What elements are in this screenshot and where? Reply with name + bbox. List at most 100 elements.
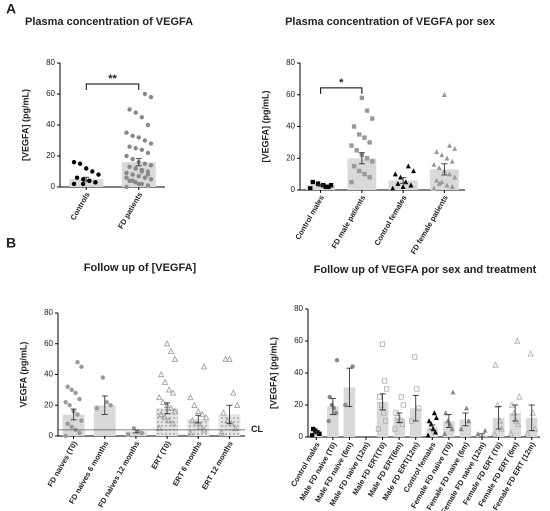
point xyxy=(362,135,367,140)
point xyxy=(321,183,326,188)
point xyxy=(408,182,414,188)
point xyxy=(445,418,451,424)
point xyxy=(156,393,163,401)
point xyxy=(434,149,440,155)
point xyxy=(449,426,455,432)
x-tick-label: FD male patients xyxy=(330,193,368,249)
point xyxy=(127,107,132,112)
point xyxy=(63,433,68,439)
point xyxy=(65,421,70,426)
point xyxy=(515,420,522,427)
point xyxy=(71,181,77,187)
point xyxy=(376,394,383,400)
point xyxy=(136,181,141,187)
bar xyxy=(306,185,336,190)
bar xyxy=(327,406,339,437)
bar xyxy=(409,408,422,437)
point xyxy=(452,146,458,151)
point xyxy=(370,116,375,121)
point xyxy=(133,166,138,171)
chart-title: Plasma concentration of VEGFA por sex xyxy=(285,16,496,28)
point xyxy=(171,355,179,362)
point xyxy=(426,418,432,424)
point xyxy=(133,110,138,115)
point xyxy=(411,168,417,174)
y-tick-label: 80 xyxy=(286,58,295,67)
y-tick-label: 20 xyxy=(46,151,55,160)
point xyxy=(124,184,129,190)
point xyxy=(142,91,148,97)
point xyxy=(367,175,372,180)
point xyxy=(145,172,151,177)
point xyxy=(145,183,151,188)
point xyxy=(431,185,437,191)
point xyxy=(370,159,375,164)
point xyxy=(357,168,362,174)
point xyxy=(449,184,455,190)
point xyxy=(169,389,177,396)
point xyxy=(463,405,469,411)
y-tick-label: 20 xyxy=(44,400,53,409)
point xyxy=(232,424,239,431)
point xyxy=(431,161,437,167)
point xyxy=(439,152,445,158)
y-tick-label: 0 xyxy=(299,432,304,441)
y-tick-label: 80 xyxy=(46,58,55,67)
y-tick-label: 0 xyxy=(51,182,56,191)
point xyxy=(443,410,449,416)
point xyxy=(234,401,241,408)
point xyxy=(93,180,98,185)
point xyxy=(439,179,445,185)
point xyxy=(527,350,534,357)
y-tick-label: 0 xyxy=(291,185,296,194)
point xyxy=(96,172,101,177)
point xyxy=(434,177,440,183)
y-tick-label: 60 xyxy=(286,90,295,99)
point xyxy=(364,156,370,161)
point xyxy=(458,426,464,432)
point xyxy=(165,417,173,424)
point xyxy=(381,410,387,416)
bar xyxy=(443,421,455,437)
point xyxy=(516,393,523,400)
point xyxy=(357,132,362,137)
bar xyxy=(393,417,405,437)
point xyxy=(531,425,538,432)
x-tick-label: ERT 6 months xyxy=(171,439,204,487)
point xyxy=(310,179,316,185)
y-tick-label: 40 xyxy=(46,120,55,129)
chart-title: Follow up of VEGFA por sex and treatment xyxy=(314,264,537,276)
point xyxy=(226,355,233,362)
point xyxy=(79,364,84,370)
point xyxy=(425,432,431,438)
point xyxy=(400,184,406,190)
point xyxy=(507,430,515,437)
chart-title: Plasma concentration of VEGFA xyxy=(25,16,193,28)
point xyxy=(350,364,355,369)
point xyxy=(187,429,194,436)
significance-label: * xyxy=(339,77,344,89)
bar xyxy=(376,401,389,437)
point xyxy=(475,431,481,436)
point xyxy=(77,396,82,402)
point xyxy=(158,370,165,378)
point xyxy=(224,417,231,424)
y-axis-label: [VEGFA] (pg/mL) xyxy=(20,89,30,161)
point xyxy=(416,405,422,411)
reference-label: CL xyxy=(251,424,263,434)
bar xyxy=(429,169,459,190)
point xyxy=(405,163,411,169)
point xyxy=(441,92,447,97)
point xyxy=(145,122,151,128)
point xyxy=(189,417,196,424)
point xyxy=(148,163,154,168)
point xyxy=(436,180,442,186)
point xyxy=(130,178,135,183)
point xyxy=(199,410,206,418)
point xyxy=(351,124,357,129)
bar xyxy=(343,387,356,437)
point xyxy=(148,94,154,100)
point xyxy=(75,360,80,365)
y-tick-label: 40 xyxy=(286,122,295,131)
point xyxy=(165,386,173,393)
